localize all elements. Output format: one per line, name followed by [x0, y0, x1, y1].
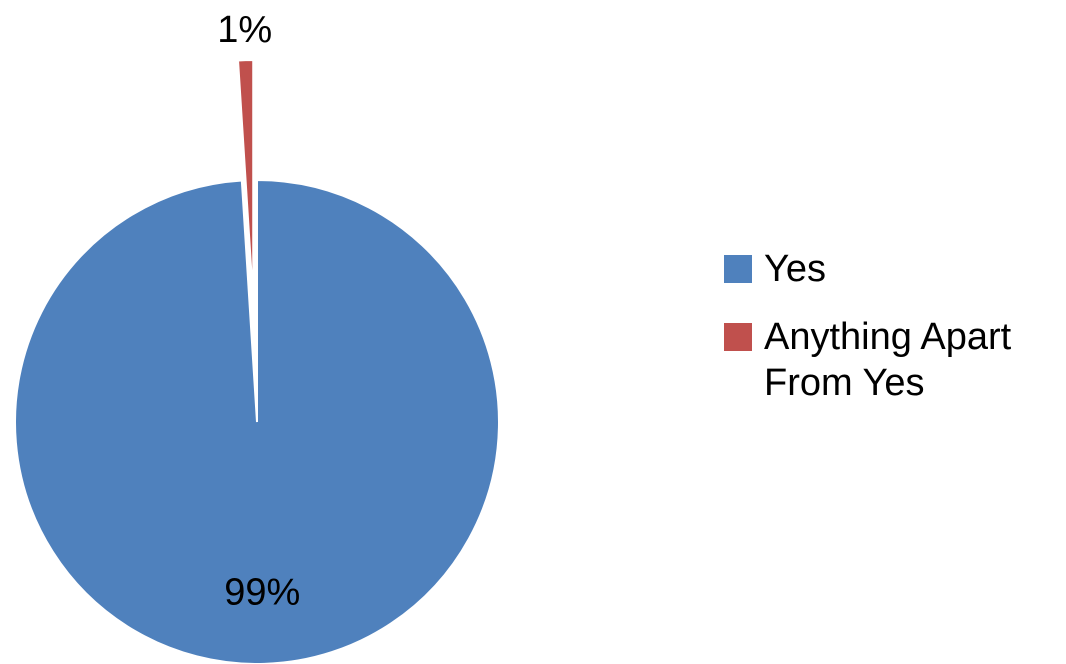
legend-item-anything-apart-from-yes: Anything Apart From Yes [724, 314, 1064, 406]
legend-label-anything-apart-from-yes: Anything Apart From Yes [764, 316, 1012, 404]
data-label-anything-apart-from-yes: 1% [217, 9, 272, 51]
legend-swatch-yes [724, 255, 752, 283]
legend-swatch-anything-apart-from-yes [724, 323, 752, 351]
chart-legend: Yes Anything Apart From Yes [724, 246, 1064, 428]
legend-item-yes: Yes [724, 246, 1064, 292]
pie-data-labels: 99% 1% [217, 9, 300, 613]
legend-label-yes: Yes [764, 248, 826, 290]
data-label-yes: 99% [224, 571, 300, 613]
pie-slice-anything-apart-from-yes [236, 59, 255, 303]
